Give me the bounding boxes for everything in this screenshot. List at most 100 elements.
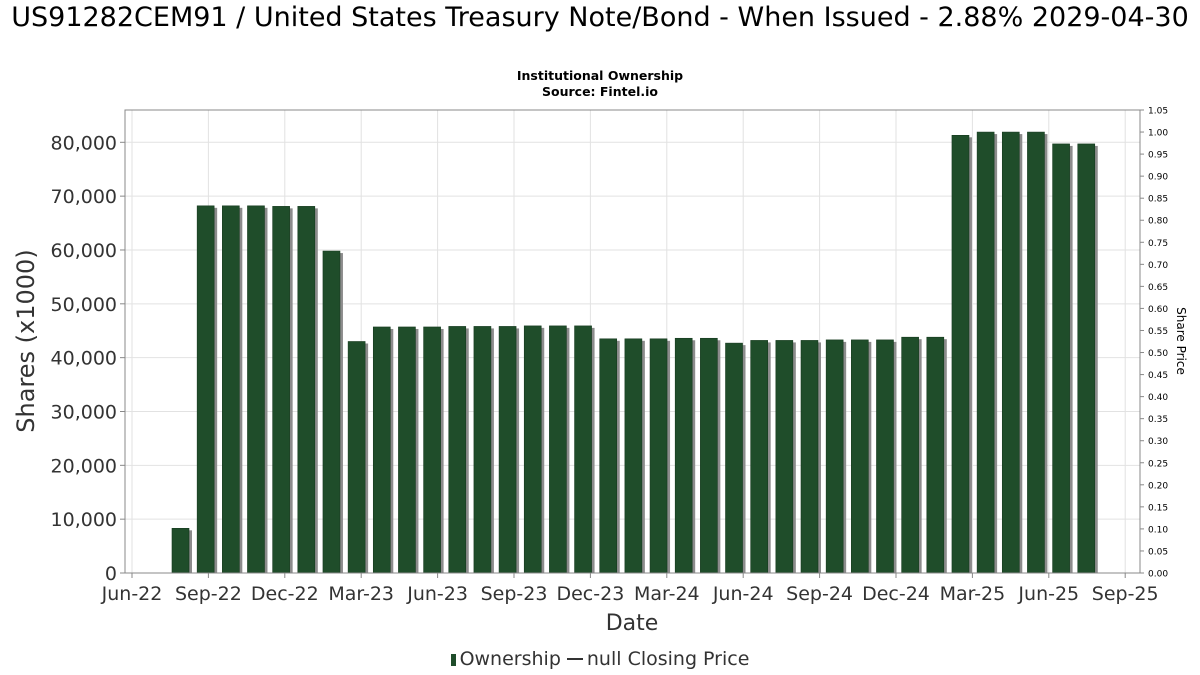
ownership-bar [851,339,869,574]
y2-tick-label: 0.00 [1148,570,1168,580]
ownership-bar [976,131,995,574]
ownership-bar [800,340,819,574]
y2-tick-label: 0.25 [1148,459,1168,469]
y2-tick-label: 0.80 [1148,217,1168,227]
y2-tick-label: 0.65 [1148,283,1168,293]
x-tick-label: Dec-23 [556,583,624,605]
y-tick-label: 50,000 [51,294,117,316]
ownership-bar [750,340,768,574]
ownership-bar [876,339,894,574]
y2-tick-label: 0.05 [1148,547,1168,557]
ownership-bar [624,338,643,574]
x-tick-label: Jun-24 [712,583,774,605]
ownership-bar [725,342,743,574]
y2-tick-label: 0.70 [1148,261,1168,271]
y2-tick-label: 0.85 [1148,195,1168,205]
ownership-bar [549,325,567,574]
y2-tick-label: 0.20 [1148,481,1168,491]
ownership-bar [171,528,190,574]
ownership-bar [322,250,341,574]
x-tick-label: Jun-22 [101,583,163,605]
ownership-bar [574,325,592,574]
legend: Ownership null Closing Price [0,648,1200,670]
x-tick-label: Mar-24 [634,583,700,605]
price-legend-swatch [566,658,583,660]
x-tick-label: Sep-22 [175,583,242,605]
subtitle-source: Source: Fintel.io [542,84,658,99]
y-tick-label: 20,000 [51,455,117,477]
ownership-bars [171,131,1098,574]
y2-tick-label: 0.15 [1148,503,1168,513]
x-tick-label: Mar-25 [940,583,1006,605]
y-tick-label: 80,000 [51,132,117,154]
ownership-bar [700,337,718,574]
ownership-bar [247,205,265,574]
chart-title: US91282CEM91 / United States Treasury No… [11,2,1189,33]
ownership-bar [926,336,945,574]
ownership-bar [347,341,366,574]
ownership-bar [473,326,492,574]
ownership-bar [523,325,542,574]
ownership-bar [775,340,794,574]
x-tick-label: Dec-22 [251,583,319,605]
y-tick-label: 0 [105,563,117,585]
y2-axis: 0.00 0.05 0.10 0.15 0.20 0.25 0.30 0.35 0.40 0.45… [1140,107,1168,580]
ownership-bar [825,339,844,574]
y-axis-label: Shares (x1000) [12,249,40,432]
y-tick-label: 30,000 [51,401,117,423]
ownership-bar [423,326,441,574]
ownership-bar [599,338,618,574]
ownership-bar [297,206,316,574]
y-axis: 0 10,000 20,000 30,000 40,000 50,000 60,000 70,… [51,132,125,585]
x-tick-label: Mar-23 [328,583,394,605]
subtitle-ownership: Institutional Ownership [516,68,684,83]
ownership-bar [372,326,391,574]
y2-tick-label: 0.55 [1148,327,1168,337]
ownership-bar [498,326,517,574]
ownership-bar [448,326,467,574]
ownership-bar [951,135,970,574]
ownership-bar [649,338,668,574]
ownership-bar [272,206,290,574]
ownership-bar [1077,143,1096,574]
x-axis: Jun-22 Sep-22 Dec-22 Mar-23 Jun-23 Sep-23 Dec-… [101,573,1159,605]
ownership-legend-swatch [450,654,456,666]
y2-axis-label: Share Price [1174,307,1188,375]
x-tick-label: Sep-24 [786,583,853,605]
x-tick-label: Sep-25 [1092,583,1159,605]
x-tick-label: Jun-25 [1017,583,1079,605]
x-axis-label: Date [606,611,659,636]
y2-tick-label: 0.60 [1148,305,1168,315]
y-tick-label: 40,000 [51,348,117,370]
y2-tick-label: 0.95 [1148,151,1168,161]
ownership-bar [398,326,416,574]
y2-tick-label: 0.90 [1148,173,1168,183]
y2-tick-label: 1.00 [1148,129,1168,139]
x-tick-label: Jun-23 [406,583,468,605]
ownership-bar [196,205,215,574]
y2-tick-label: 0.30 [1148,437,1168,447]
ownership-legend-label: Ownership [459,648,561,670]
y2-tick-label: 0.10 [1148,525,1168,535]
ownership-bar [1052,143,1070,574]
y-tick-label: 10,000 [51,509,117,531]
ownership-bar [1027,131,1045,574]
y2-tick-label: 0.35 [1148,415,1168,425]
ownership-bar [222,205,240,574]
y2-tick-label: 0.50 [1148,349,1168,359]
x-tick-label: Sep-23 [481,583,548,605]
ownership-bar [674,337,693,574]
plot-frame [124,109,1141,574]
y-tick-label: 60,000 [51,240,117,262]
ownership-bar [901,336,919,574]
chart-subtitle: Institutional Ownership Source: Fintel.i… [0,68,1200,100]
ownership-bar [1001,131,1020,574]
y2-tick-label: 0.75 [1148,239,1168,249]
y2-tick-label: 1.05 [1148,107,1168,117]
y-tick-label: 70,000 [51,186,117,208]
y2-tick-label: 0.45 [1148,371,1168,381]
price-legend-label: null Closing Price [586,648,750,670]
y2-tick-label: 0.40 [1148,393,1168,403]
x-tick-label: Dec-24 [862,583,930,605]
